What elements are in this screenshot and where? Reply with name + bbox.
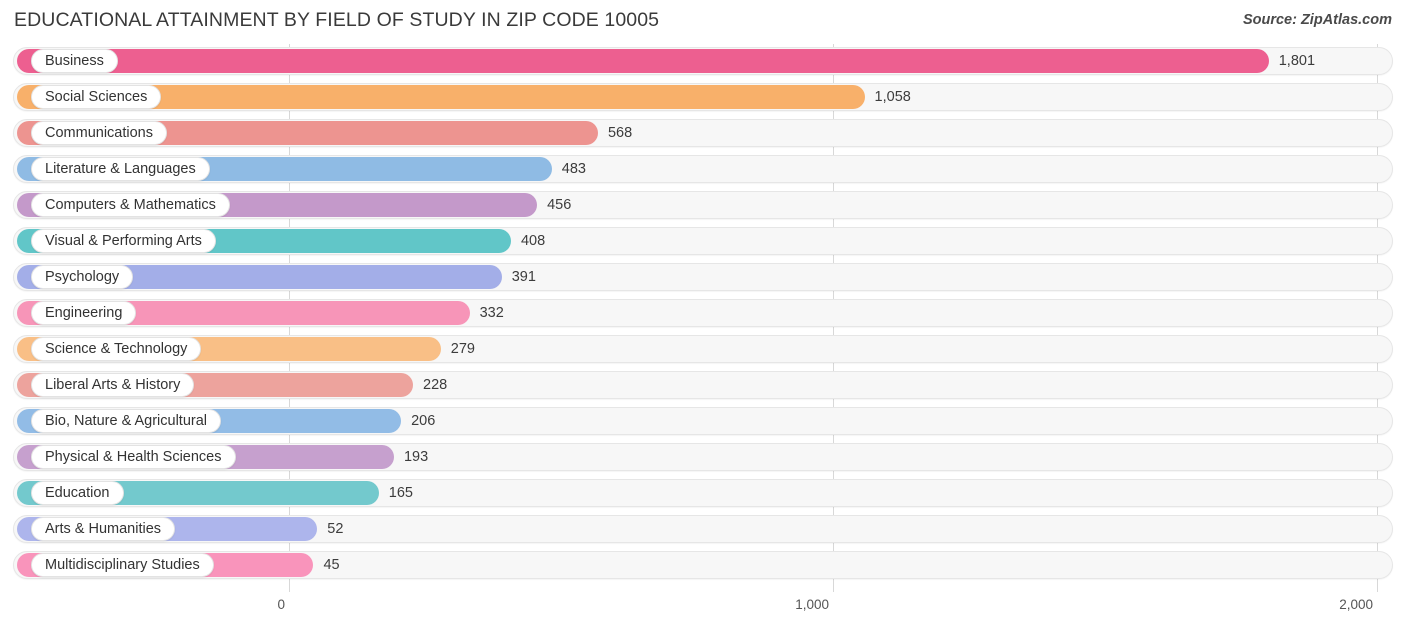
bar-row: Literature & Languages 483 bbox=[0, 152, 1406, 188]
bar-row: Education 165 bbox=[0, 476, 1406, 512]
x-axis: 0 1,000 2,000 bbox=[0, 592, 1406, 622]
value-label: 568 bbox=[607, 125, 633, 141]
category-label: Liberal Arts & History bbox=[45, 376, 181, 393]
category-label: Engineering bbox=[45, 304, 123, 321]
bar-row: Computers & Mathematics 456 bbox=[0, 188, 1406, 224]
value-label: 456 bbox=[547, 197, 572, 213]
category-label-pill: Liberal Arts & History bbox=[31, 373, 195, 397]
category-label-pill: Psychology bbox=[31, 265, 134, 289]
bar-rows: Business 1,801 Social Sciences 1,058 Communi… bbox=[0, 44, 1406, 584]
value-label: 483 bbox=[561, 161, 586, 177]
category-label: Computers & Mathematics bbox=[45, 196, 216, 213]
category-label: Physical & Health Sciences bbox=[45, 448, 222, 465]
category-label: Business bbox=[45, 52, 104, 69]
category-label: Multidisciplinary Studies bbox=[45, 556, 200, 573]
value-label: 165 bbox=[388, 485, 413, 501]
value-label: 332 bbox=[479, 305, 504, 321]
value-label: 206 bbox=[411, 413, 436, 429]
bar-row: Psychology 391 bbox=[0, 260, 1406, 296]
category-label: Arts & Humanities bbox=[45, 520, 162, 537]
x-axis-tick-label: 2,000 bbox=[1339, 597, 1373, 612]
bar-row: Social Sciences 1,058 bbox=[0, 80, 1406, 116]
category-label-pill: Communications bbox=[31, 121, 167, 145]
category-label-pill: Science & Technology bbox=[31, 337, 202, 361]
bar-row: Science & Technology 279 bbox=[0, 332, 1406, 368]
category-label-pill: Bio, Nature & Agricultural bbox=[31, 409, 221, 433]
category-label: Bio, Nature & Agricultural bbox=[45, 412, 207, 429]
category-label-pill: Engineering bbox=[31, 301, 137, 325]
category-label-pill: Education bbox=[31, 481, 124, 505]
category-label-pill: Physical & Health Sciences bbox=[31, 445, 236, 469]
category-label: Literature & Languages bbox=[45, 160, 196, 177]
category-label-pill: Multidisciplinary Studies bbox=[31, 553, 214, 577]
value-label: 1,058 bbox=[874, 89, 911, 105]
bar-row: Communications 568 bbox=[0, 116, 1406, 152]
bar-row: Engineering 332 bbox=[0, 296, 1406, 332]
bar-row: Multidisciplinary Studies 45 bbox=[0, 548, 1406, 584]
x-axis-tick-label: 0 bbox=[277, 597, 285, 612]
category-label: Social Sciences bbox=[45, 88, 148, 105]
value-label: 391 bbox=[511, 269, 536, 285]
bar-row: Liberal Arts & History 228 bbox=[0, 368, 1406, 404]
value-label: 408 bbox=[520, 233, 546, 249]
bar-row: Bio, Nature & Agricultural 206 bbox=[0, 404, 1406, 440]
chart-plot-area: Business 1,801 Social Sciences 1,058 Communi… bbox=[0, 44, 1406, 592]
value-label: 45 bbox=[323, 557, 340, 573]
bar-row: Physical & Health Sciences 193 bbox=[0, 440, 1406, 476]
category-label-pill: Literature & Languages bbox=[31, 157, 210, 181]
category-label: Visual & Performing Arts bbox=[45, 232, 202, 249]
value-label: 52 bbox=[327, 521, 344, 537]
category-label-pill: Social Sciences bbox=[31, 85, 162, 109]
bar-row: Visual & Performing Arts 408 bbox=[0, 224, 1406, 260]
chart-header: EDUCATIONAL ATTAINMENT BY FIELD OF STUDY… bbox=[0, 0, 1406, 40]
category-label: Communications bbox=[45, 124, 153, 141]
value-label: 279 bbox=[450, 341, 475, 357]
value-bar[interactable] bbox=[17, 49, 1269, 73]
category-label: Psychology bbox=[45, 268, 120, 285]
category-label-pill: Business bbox=[31, 49, 118, 73]
bar-row: Business 1,801 bbox=[0, 44, 1406, 80]
x-axis-tick-label: 1,000 bbox=[795, 597, 829, 612]
value-label: 193 bbox=[403, 449, 429, 465]
category-label: Education bbox=[45, 484, 110, 501]
page-title: EDUCATIONAL ATTAINMENT BY FIELD OF STUDY… bbox=[14, 9, 660, 31]
bar-row: Arts & Humanities 52 bbox=[0, 512, 1406, 548]
category-label-pill: Visual & Performing Arts bbox=[31, 229, 216, 253]
source-attribution: Source: ZipAtlas.com bbox=[1242, 12, 1392, 28]
value-label: 228 bbox=[423, 377, 448, 393]
value-label: 1,801 bbox=[1278, 53, 1316, 69]
category-label-pill: Computers & Mathematics bbox=[31, 193, 230, 217]
category-label: Science & Technology bbox=[45, 340, 188, 357]
category-label-pill: Arts & Humanities bbox=[31, 517, 176, 541]
